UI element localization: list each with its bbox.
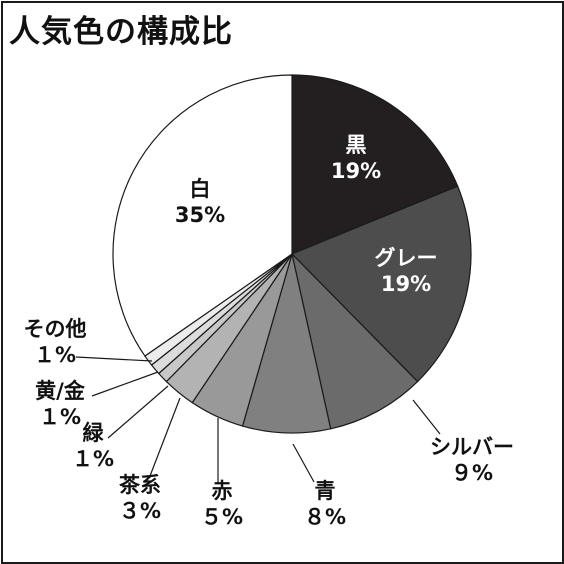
slice-percent-label: ５% <box>201 505 243 529</box>
slice-percent-label: 35% <box>175 203 225 227</box>
slice-name-label: 青 <box>315 479 336 503</box>
leader-line <box>412 399 441 435</box>
slice-name-label: 茶系 <box>119 473 161 497</box>
pie-slice <box>290 185 472 383</box>
slice-percent-label: ８% <box>304 505 346 529</box>
slice-name-label: 黄/金 <box>35 379 86 403</box>
slice-percent-label: 19% <box>331 159 381 183</box>
leader-line <box>75 356 153 362</box>
pie-slice <box>112 74 293 357</box>
slice-name-label: 赤 <box>212 479 233 503</box>
slice-percent-label: 19% <box>381 272 431 296</box>
slice-percent-label: ９% <box>451 461 493 485</box>
slice-percent-label: １% <box>39 405 81 429</box>
slice-percent-label: １% <box>72 447 114 471</box>
slice-name-label: グレー <box>375 246 438 270</box>
slice-percent-label: ３% <box>119 499 161 523</box>
slice-name-label: その他 <box>24 317 87 341</box>
chart-title: 人気色の構成比 <box>9 14 233 50</box>
slice-name-label: 黒 <box>346 133 367 157</box>
leader-line <box>292 443 315 483</box>
slice-percent-label: １% <box>34 343 76 367</box>
pie-slice <box>290 252 419 430</box>
pie-slice <box>291 74 459 255</box>
leader-line <box>107 385 169 439</box>
leader-line <box>149 397 181 477</box>
slice-name-label: 緑 <box>83 421 105 445</box>
slice-name-label: シルバー <box>430 435 514 459</box>
leader-line <box>91 371 159 397</box>
slice-name-label: 白 <box>190 177 211 201</box>
